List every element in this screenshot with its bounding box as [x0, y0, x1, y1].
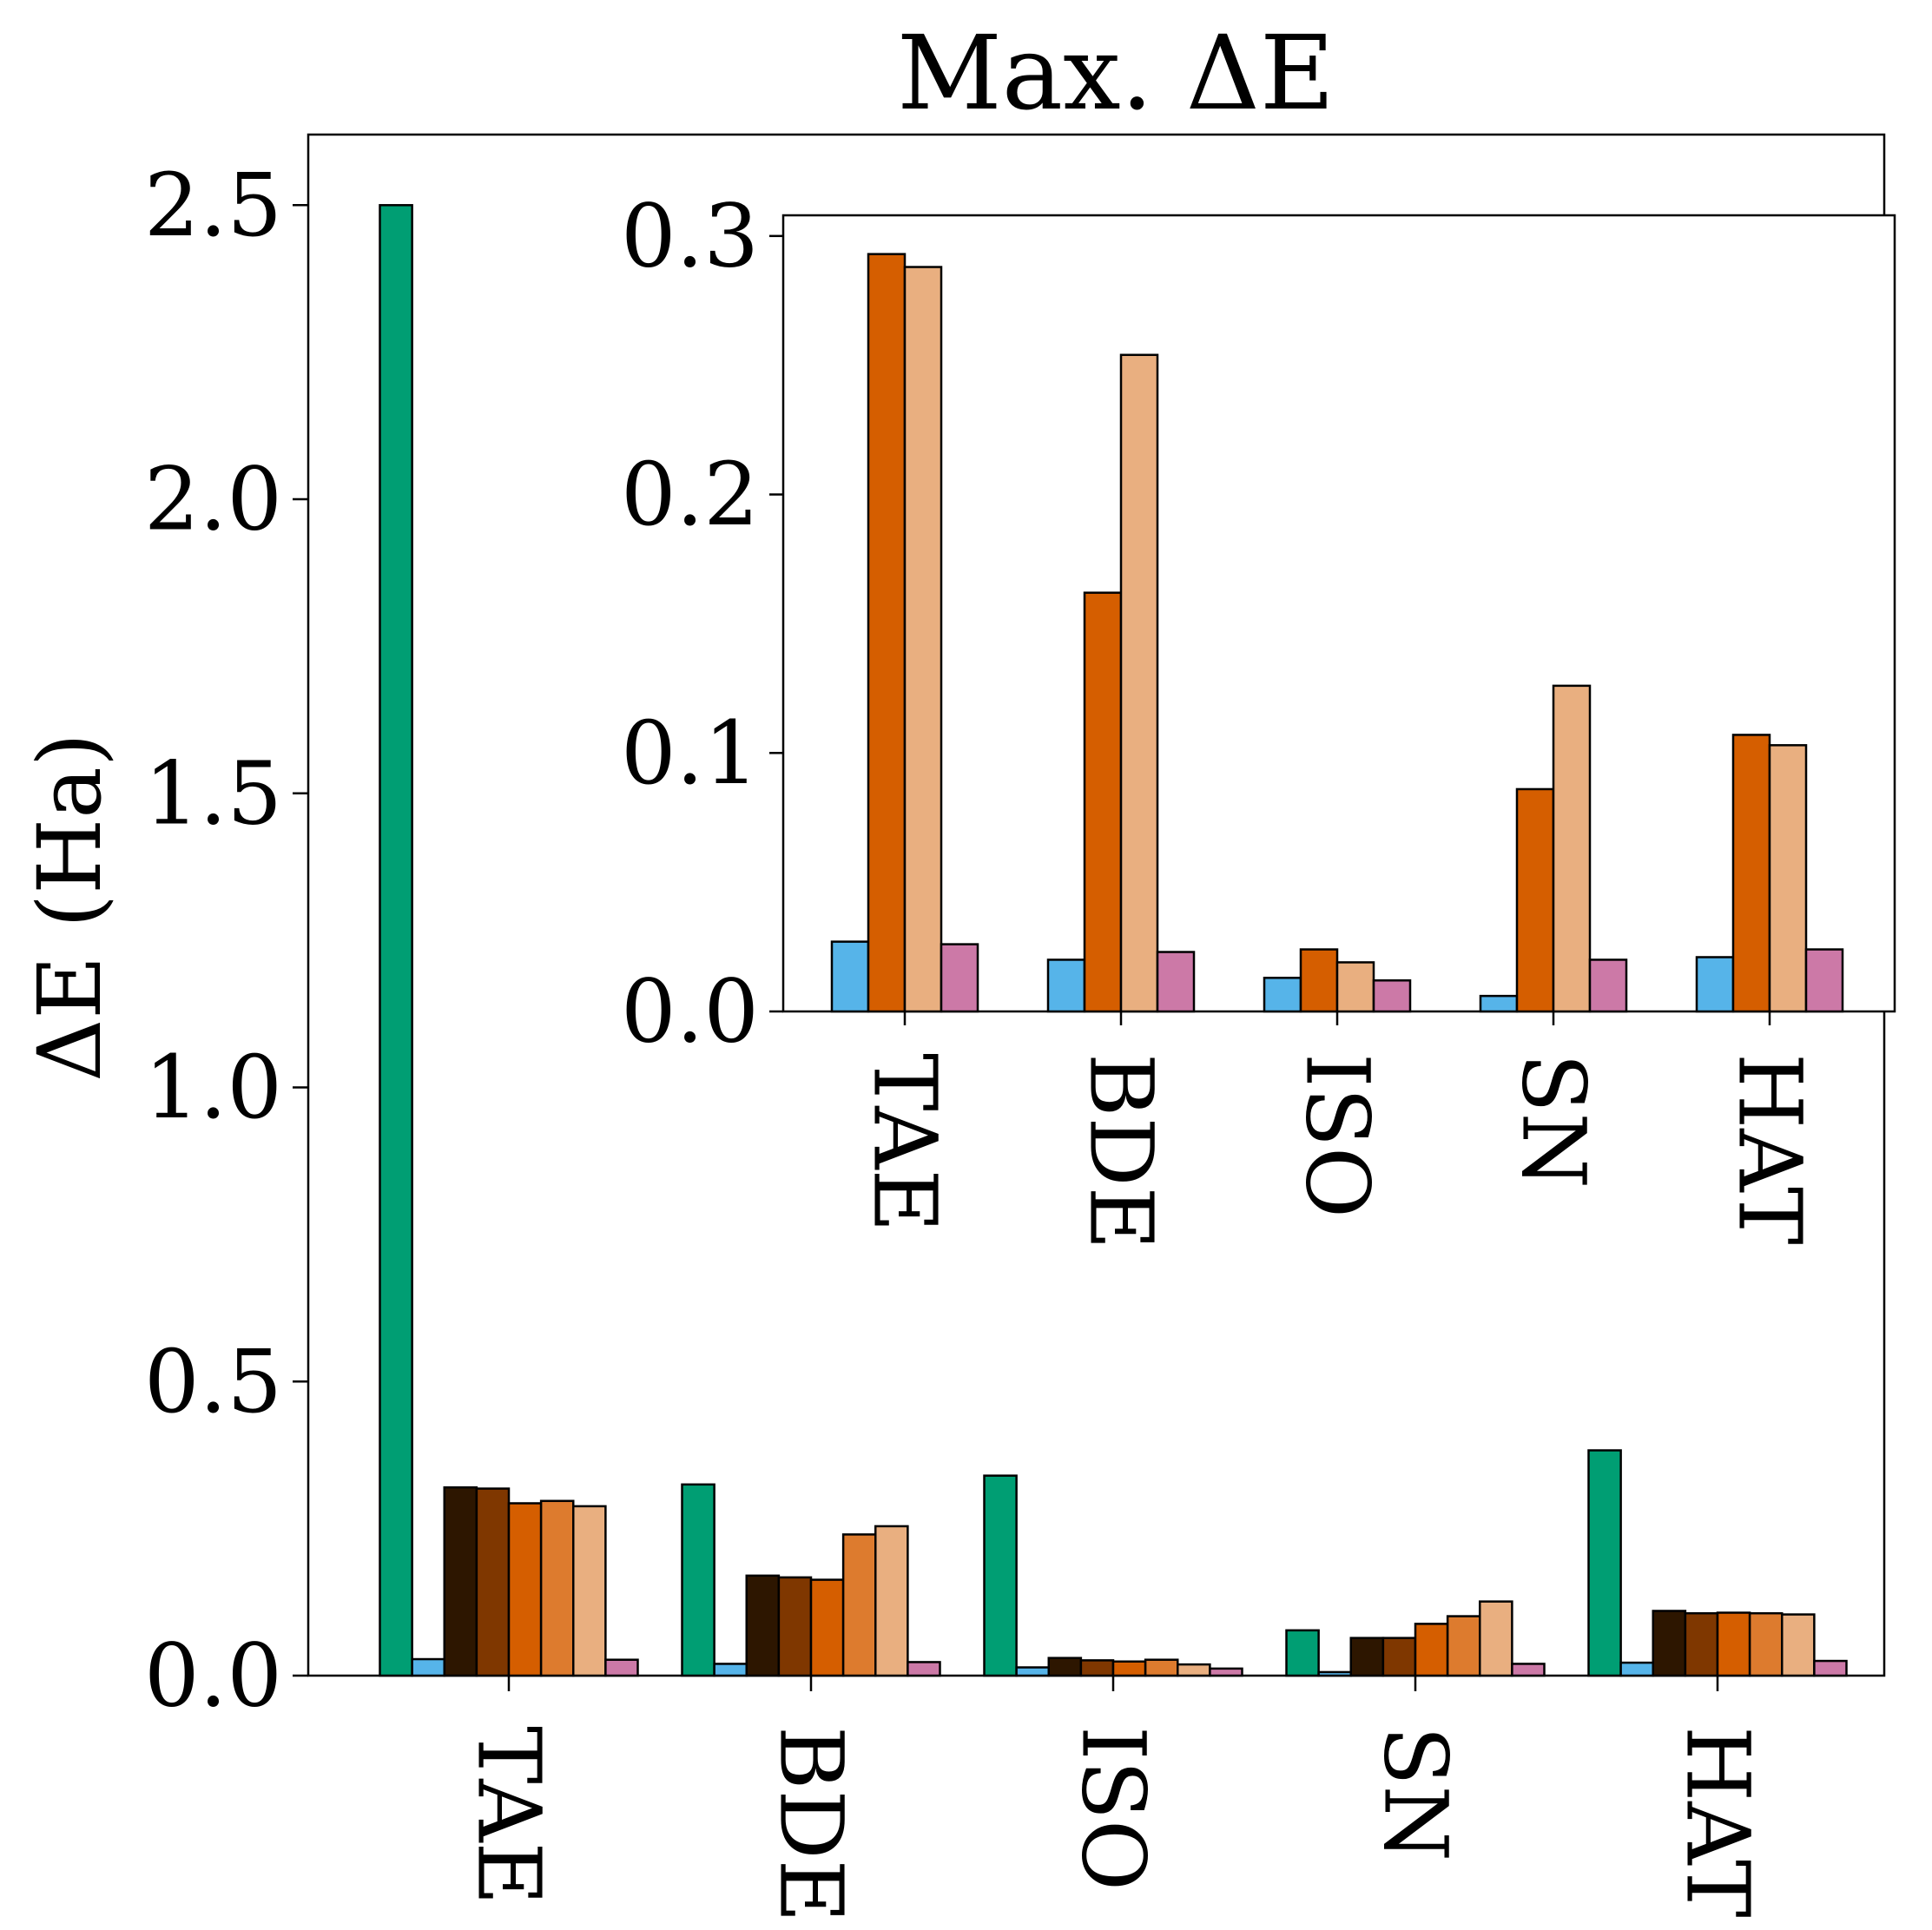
main-x-tick-label: TAE [458, 1726, 560, 1905]
main-bar-bde-5 [841, 1533, 877, 1677]
main-bar-hat-0 [1587, 1449, 1622, 1677]
inset-bar-bde-2 [1119, 353, 1159, 1013]
inset-bar-tae-1 [867, 253, 907, 1013]
inset-bar-tae-2 [903, 266, 943, 1013]
inset-bar-hat-2 [1768, 744, 1808, 1013]
inset-bar-sn-1 [1515, 787, 1555, 1013]
main-bar-tae-6 [572, 1505, 607, 1677]
main-bar-bde-4 [809, 1578, 845, 1677]
y-axis-label: ΔE (Ha) [19, 733, 121, 1082]
main-y-tick-label: 0.0 [144, 1625, 282, 1727]
main-bar-hat-1 [1619, 1661, 1654, 1677]
inset-bar-hat-1 [1731, 734, 1771, 1013]
chart-title: Max. ΔE [897, 13, 1335, 133]
inset-plot-frame [781, 214, 1896, 1013]
main-bar-bde-3 [777, 1576, 813, 1677]
main-bar-tae-2 [443, 1485, 478, 1677]
main-y-tick-label: 2.0 [144, 449, 282, 550]
main-bar-sn-2 [1349, 1637, 1385, 1677]
main-bar-bde-1 [713, 1663, 748, 1677]
main-bar-bde-6 [874, 1525, 909, 1677]
inset-x-tick-label: ISO [1287, 1053, 1388, 1218]
inset-bar-hat-0 [1695, 956, 1735, 1013]
inset-x-tick-label: BDE [1071, 1053, 1172, 1250]
main-bar-sn-7 [1511, 1663, 1546, 1677]
main-bar-sn-4 [1414, 1623, 1449, 1677]
inset-bar-sn-3 [1588, 958, 1628, 1013]
inset-bar-iso-0 [1263, 977, 1302, 1013]
main-bar-iso-1 [1015, 1666, 1050, 1677]
inset-y-tick-label: 0.1 [621, 702, 759, 804]
main-bar-hat-5 [1748, 1611, 1784, 1677]
main-x-tick-label: ISO [1063, 1726, 1164, 1891]
main-bar-iso-7 [1209, 1667, 1243, 1677]
inset-bar-iso-2 [1335, 961, 1375, 1013]
inset-bar-iso-1 [1299, 948, 1339, 1013]
main-bar-bde-2 [745, 1574, 781, 1677]
main-bar-sn-6 [1479, 1600, 1513, 1677]
inset-bar-tae-3 [940, 943, 979, 1013]
main-bar-sn-1 [1317, 1670, 1352, 1677]
inset-plot: TAE BDE ISO SN HAT 0.0 0.1 0.2 0.3 [621, 185, 1896, 1250]
main-x-tick-label: SN [1365, 1726, 1467, 1861]
inset-bar-bde-1 [1083, 591, 1123, 1013]
inset-bar-tae-0 [830, 940, 870, 1013]
main-bar-sn-5 [1446, 1615, 1481, 1677]
inset-x-tick-label: TAE [854, 1053, 956, 1232]
main-bar-tae-0 [379, 204, 413, 1677]
inset-bar-sn-0 [1479, 994, 1519, 1013]
main-bar-hat-4 [1716, 1611, 1751, 1677]
main-bar-tae-1 [411, 1657, 445, 1677]
main-bar-bde-0 [681, 1483, 715, 1677]
main-y-tick-label: 1.5 [144, 742, 282, 844]
main-bar-iso-4 [1111, 1660, 1147, 1677]
inset-bar-bde-3 [1156, 951, 1196, 1013]
main-bar-sn-3 [1381, 1637, 1417, 1677]
inset-y-tick-label: 0.2 [621, 444, 759, 545]
main-bar-iso-2 [1047, 1657, 1083, 1677]
main-bar-tae-4 [507, 1502, 543, 1677]
inset-y-tick-label: 0.3 [621, 185, 759, 287]
main-bar-iso-0 [983, 1474, 1018, 1677]
main-bar-iso-3 [1079, 1659, 1115, 1677]
main-bar-iso-5 [1144, 1658, 1179, 1677]
inset-x-tick-label: SN [1503, 1053, 1605, 1189]
main-bar-iso-6 [1177, 1663, 1211, 1677]
main-bar-bde-7 [907, 1661, 941, 1677]
inset-bar-sn-2 [1552, 684, 1592, 1013]
inset-bar-hat-3 [1804, 948, 1844, 1013]
main-bar-tae-7 [604, 1658, 639, 1677]
main-x-tick-label: BDE [761, 1726, 862, 1923]
main-bar-hat-6 [1781, 1613, 1816, 1677]
inset-bar-bde-0 [1046, 958, 1086, 1013]
inset-y-tick-label: 0.0 [621, 961, 759, 1063]
main-y-tick-label: 0.5 [144, 1331, 282, 1433]
main-bar-tae-5 [539, 1499, 575, 1677]
main-bar-hat-2 [1652, 1610, 1687, 1677]
inset-x-tick-label: HAT [1719, 1053, 1821, 1245]
main-y-tick-label: 1.0 [144, 1037, 282, 1138]
inset-bar-iso-3 [1372, 979, 1412, 1013]
main-bar-hat-3 [1684, 1611, 1719, 1677]
main-x-tick-label: HAT [1667, 1726, 1769, 1918]
main-bar-tae-3 [475, 1487, 511, 1677]
main-bar-hat-7 [1813, 1659, 1848, 1677]
main-bar-sn-0 [1285, 1629, 1320, 1677]
main-y-tick-label: 2.5 [144, 155, 282, 256]
